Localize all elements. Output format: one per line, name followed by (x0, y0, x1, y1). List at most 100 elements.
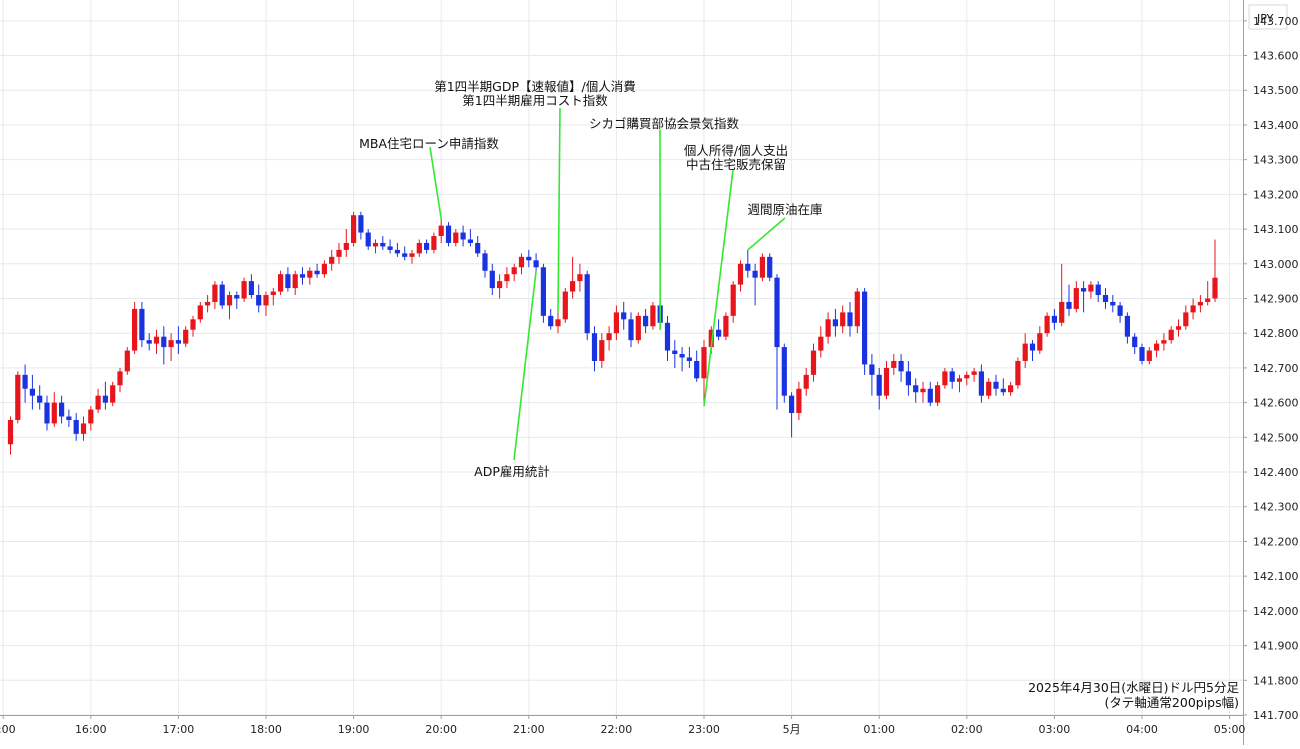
annotation-label-line2: 第1四半期雇用コスト指数 (462, 93, 608, 108)
candle-body (643, 316, 648, 326)
candle-body (555, 319, 560, 326)
candle-body (52, 403, 57, 424)
candle-body (1096, 285, 1101, 295)
candle-body (482, 253, 487, 270)
candle-body (66, 417, 71, 420)
candle-body (212, 285, 217, 302)
candle-body (96, 396, 101, 410)
candle-body (964, 375, 969, 378)
candle-body (607, 333, 612, 340)
candle-body (358, 215, 363, 232)
candle-body (993, 382, 998, 389)
annotation-label: MBA住宅ローン申請指数 (359, 136, 499, 151)
candle-body (855, 292, 860, 327)
price-tick-label: 143.200 (1253, 188, 1299, 201)
candle-body (1037, 333, 1042, 350)
candle-body (37, 396, 42, 403)
candle-body (1212, 278, 1217, 299)
candle-body (650, 305, 655, 326)
candle-body (577, 274, 582, 281)
candle-body (322, 264, 327, 274)
candle-body (44, 403, 49, 424)
candle-body (198, 305, 203, 319)
candle-body (745, 264, 750, 271)
time-tick-label: 5月 (783, 723, 801, 736)
candle-body (877, 375, 882, 396)
price-tick-label: 141.700 (1253, 709, 1299, 722)
candle-body (242, 281, 247, 298)
price-tick-label: 143.000 (1253, 258, 1299, 271)
price-tick-label: 142.200 (1253, 535, 1299, 548)
candle-body (585, 274, 590, 333)
annotation-line (558, 108, 560, 312)
grid-layer (0, 0, 1243, 715)
candle-body (1081, 288, 1086, 291)
candle-body (300, 274, 305, 277)
time-tick-label: 20:00 (425, 723, 457, 736)
candle-body (446, 226, 451, 243)
candle-body (256, 295, 261, 305)
candle-body (81, 423, 86, 433)
candle-body (395, 250, 400, 253)
candle-body (1059, 302, 1064, 323)
price-tick-label: 142.800 (1253, 327, 1299, 340)
candle-body (621, 312, 626, 319)
annotation-line (704, 170, 733, 406)
candle-body (1052, 316, 1057, 323)
annotation-line (748, 218, 785, 250)
price-tick-label: 142.900 (1253, 292, 1299, 305)
annotation-line (430, 147, 441, 219)
candle-body (388, 246, 393, 249)
candle-body (1103, 295, 1108, 302)
annotation-label: 個人所得/個人支出 (684, 143, 788, 158)
candle-body (1015, 361, 1020, 385)
annotation-label: 週間原油在庫 (747, 202, 822, 217)
candle-body (1110, 302, 1115, 305)
candle-body (504, 274, 509, 281)
candle-body (716, 330, 721, 337)
candle-body (979, 371, 984, 395)
candle-body (117, 371, 122, 385)
price-tick-label: 143.300 (1253, 154, 1299, 167)
candle-body (176, 340, 181, 343)
candle-body (417, 243, 422, 253)
candle-body (1161, 340, 1166, 343)
candle-body (366, 233, 371, 247)
candle-body (1169, 330, 1174, 340)
candle-body (891, 361, 896, 368)
candle-body (738, 264, 743, 285)
candle-body (665, 323, 670, 351)
candle-body (972, 371, 977, 374)
annotation-line (514, 271, 536, 460)
candle-body (767, 257, 772, 278)
chart-caption-line2: (タテ軸通常200pips幅) (1105, 695, 1239, 710)
candle-body (468, 239, 473, 242)
candle-body (1205, 298, 1210, 301)
candle-body (789, 396, 794, 413)
time-tick-label: 17:00 (163, 723, 195, 736)
candle-body (614, 312, 619, 333)
candle-body (811, 351, 816, 375)
candle-body (1183, 312, 1188, 326)
price-tick-label: 143.700 (1253, 15, 1299, 28)
price-tick-label: 142.100 (1253, 570, 1299, 583)
annotation-label-line2: 中古住宅販売保留 (686, 157, 786, 172)
candle-body (344, 243, 349, 250)
time-tick-label: 21:00 (513, 723, 545, 736)
time-tick-label: 01:00 (863, 723, 895, 736)
candle-body (431, 236, 436, 250)
candle-body (1154, 344, 1159, 351)
candle-body (23, 375, 28, 389)
candle-body (307, 271, 312, 278)
candle-body (103, 396, 108, 403)
candle-body (534, 260, 539, 267)
candle-body (920, 389, 925, 392)
candle-body (804, 375, 809, 389)
candle-body (906, 371, 911, 385)
candle-body (249, 281, 254, 295)
candle-body (183, 330, 188, 344)
candle-body (694, 361, 699, 378)
price-tick-label: 143.100 (1253, 223, 1299, 236)
